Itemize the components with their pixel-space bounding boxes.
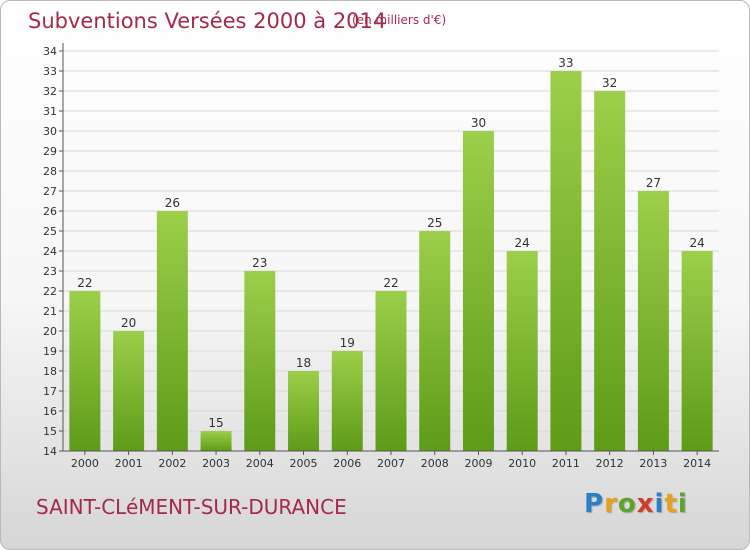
logo-letter: x [636,489,655,519]
data-label: 24 [689,236,704,250]
data-label: 24 [515,236,530,250]
commune-name: SAINT-CLéMENT-SUR-DURANCE [36,495,347,519]
bar [69,291,101,451]
data-label: 22 [383,276,398,290]
y-tick-label: 16 [43,405,57,418]
y-tick-label: 15 [43,425,57,438]
x-tick-label: 2013 [639,457,667,470]
axes [59,43,719,455]
x-tick-label: 2003 [202,457,230,470]
data-label: 25 [427,216,442,230]
x-tick-label: 2005 [290,457,318,470]
y-tick-label: 26 [43,205,57,218]
y-tick-label: 29 [43,145,57,158]
y-tick-label: 34 [43,45,57,58]
x-tick-label: 2004 [246,457,274,470]
y-tick-label: 30 [43,125,57,138]
bars [69,71,713,451]
y-tick-label: 31 [43,105,57,118]
x-tick-label: 2007 [377,457,405,470]
logo-letter: r [604,489,618,519]
y-tick-label: 14 [43,445,57,458]
x-tick-label: 2008 [421,457,449,470]
logo-letter: i [677,489,688,519]
bar [550,71,582,451]
data-label: 30 [471,116,486,130]
y-tick-label: 17 [43,385,57,398]
x-tick-label: 2010 [508,457,536,470]
y-tick-label: 33 [43,65,57,78]
bar [681,251,713,451]
bar [113,331,145,451]
x-tick-label: 2012 [596,457,624,470]
data-label: 27 [646,176,661,190]
chart-title: Subventions Versées 2000 à 2014 [28,9,387,33]
bar [637,191,669,451]
data-label: 26 [165,196,180,210]
y-tick-label: 21 [43,305,57,318]
bar [419,231,451,451]
bar [200,431,232,451]
y-tick-label: 28 [43,165,57,178]
bar [462,131,494,451]
x-tick-label: 2011 [552,457,580,470]
logo-letter: i [654,489,665,519]
labels: 14 15 16 17 18 19 20 21 22 23 24 25 26 27 28 29 30 31 32 33… [43,45,711,470]
y-tick-label: 23 [43,265,57,278]
y-tick-label: 22 [43,285,57,298]
data-label: 15 [208,416,223,430]
data-label: 20 [121,316,136,330]
bar [331,351,363,451]
data-label: 23 [252,256,267,270]
x-tick-label: 2000 [71,457,99,470]
y-tick-label: 32 [43,85,57,98]
data-label: 32 [602,76,617,90]
bar [156,211,188,451]
x-tick-label: 2006 [333,457,361,470]
data-label: 22 [77,276,92,290]
x-tick-label: 2001 [115,457,143,470]
bar [506,251,538,451]
logo-letter: t [664,489,678,519]
x-tick-label: 2009 [464,457,492,470]
y-tick-label: 27 [43,185,57,198]
y-tick-label: 24 [43,245,57,258]
data-label: 19 [340,336,355,350]
y-tick-label: 25 [43,225,57,238]
y-tick-label: 18 [43,365,57,378]
x-tick-label: 2014 [683,457,711,470]
bar [375,291,407,451]
chart-subtitle: (en milliers d'€) [352,13,447,27]
bar [244,271,276,451]
bar [288,371,320,451]
proxiti-logo: Proxiti [584,489,688,519]
logo-letter: P [584,489,605,519]
bar [594,91,626,451]
x-tick-label: 2002 [158,457,186,470]
data-label: 33 [558,56,573,70]
data-label: 18 [296,356,311,370]
logo-letter: o [617,489,637,519]
y-tick-label: 20 [43,325,57,338]
y-tick-label: 19 [43,345,57,358]
